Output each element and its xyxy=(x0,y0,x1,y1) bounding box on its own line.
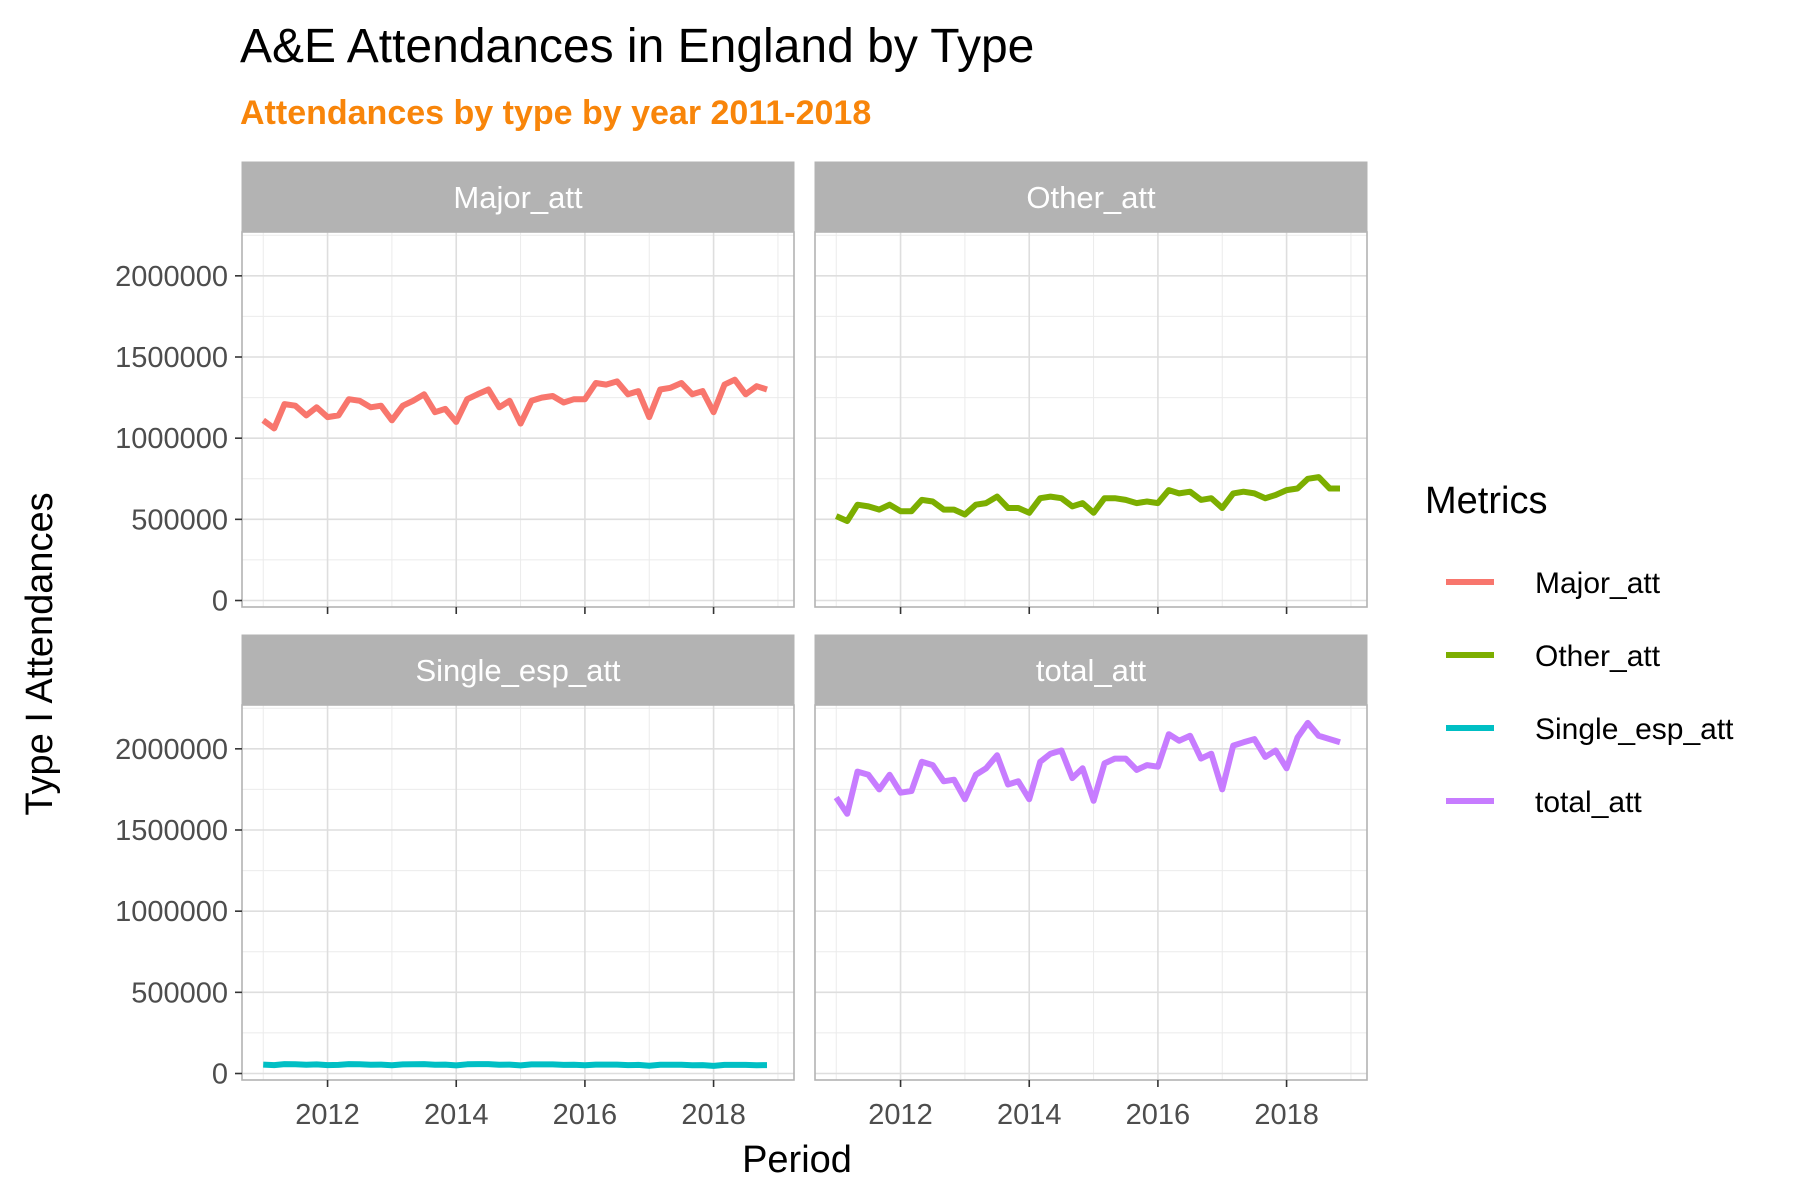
facet-panel-Single_esp_att: Single_esp_att 0 500000 1000000 1500000 20000… xyxy=(115,634,795,1131)
chart-subtitle: Attendances by type by year 2011-2018 xyxy=(240,94,871,132)
strip-label: Other_att xyxy=(1026,180,1156,215)
x-tick-label: 2012 xyxy=(868,1099,933,1131)
y-tick-label: 500000 xyxy=(131,504,228,536)
y-tick-label: 1500000 xyxy=(115,342,228,374)
facet-panel-Other_att: Other_att xyxy=(814,161,1368,614)
facet-panel-Major_att: Major_att 0 500000 1000000 1500000 2000000 xyxy=(115,161,795,618)
y-tick-label: 2000000 xyxy=(115,261,228,293)
panel-border xyxy=(241,231,795,608)
strip-label: Single_esp_att xyxy=(415,653,620,688)
y-tick-label: 2000000 xyxy=(115,734,228,766)
strip-label: Major_att xyxy=(453,180,583,215)
y-tick-label: 0 xyxy=(212,1059,228,1091)
y-axis-title: Type I Attendances xyxy=(19,492,61,815)
chart-title: A&E Attendances in England by Type xyxy=(240,20,1034,73)
legend-label-total_att: total_att xyxy=(1535,786,1642,819)
x-tick-label: 2014 xyxy=(997,1099,1062,1131)
legend-title: Metrics xyxy=(1425,480,1547,522)
x-tick-label: 2012 xyxy=(295,1099,360,1131)
x-tick-label: 2018 xyxy=(1254,1099,1319,1131)
strip-background xyxy=(814,634,1368,706)
legend-label-Single_esp_att: Single_esp_att xyxy=(1535,713,1734,746)
plot-area xyxy=(815,232,1367,607)
panel-border xyxy=(814,231,1368,608)
y-tick-label: 1000000 xyxy=(115,896,228,928)
y-tick-label: 1500000 xyxy=(115,815,228,847)
series-line-Single_esp_att xyxy=(263,1061,768,1069)
x-axis-title: Period xyxy=(742,1139,852,1181)
panel-border xyxy=(814,704,1368,1081)
series-line-total_att xyxy=(833,719,1341,817)
x-tick-label: 2014 xyxy=(424,1099,489,1131)
plot-area xyxy=(242,705,794,1080)
series-line-Major_att xyxy=(261,376,768,432)
strip-background xyxy=(814,161,1368,233)
strip-background xyxy=(241,161,795,233)
panel-border xyxy=(241,704,795,1081)
strip-label: total_att xyxy=(1036,653,1147,688)
legend-label-Other_att: Other_att xyxy=(1535,640,1661,673)
x-tick-label: 2016 xyxy=(1126,1099,1191,1131)
series-line-Other_att xyxy=(834,474,1340,524)
x-tick-label: 2018 xyxy=(681,1099,746,1131)
legend-label-Major_att: Major_att xyxy=(1535,567,1661,600)
strip-background xyxy=(241,634,795,706)
y-tick-label: 0 xyxy=(212,586,228,618)
plot-area xyxy=(815,705,1367,1080)
y-tick-label: 1000000 xyxy=(115,423,228,455)
x-tick-label: 2016 xyxy=(553,1099,618,1131)
legend: Metrics Major_att Other_att Single_esp_att… xyxy=(1425,480,1734,819)
facet-panel-total_att: total_att 2012 2014 2016 2018 xyxy=(814,634,1368,1131)
y-tick-label: 500000 xyxy=(131,977,228,1009)
facet-panels: Major_att 0 500000 1000000 1500000 2000000 Oth… xyxy=(115,161,1368,1131)
